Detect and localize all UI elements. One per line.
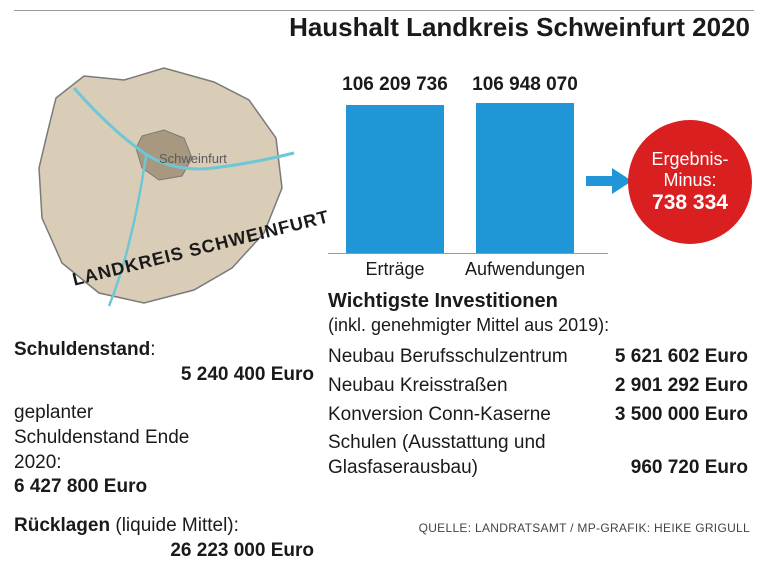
inv-row-1: Neubau Kreisstraßen 2 901 292 Euro (328, 374, 748, 399)
inv-amount: 960 720 Euro (631, 456, 748, 481)
investments-heading: Wichtigste Investitionen (328, 288, 748, 314)
city-label: Schweinfurt (159, 151, 227, 166)
planned-debt-label: geplanter Schuldenstand Ende 2020: (14, 401, 204, 475)
axis-line (328, 253, 608, 254)
investments-block: Wichtigste Investitionen (inkl. genehmig… (328, 288, 748, 485)
source-line: QUELLE: LANDRATSAMT / MP-GRAFIK: HEIKE G… (419, 521, 750, 535)
inv-name: Neubau Berufsschulzentrum (328, 345, 568, 370)
district-map: Schweinfurt LANDKREIS SCHWEINFURT (14, 58, 314, 318)
investments-subheading: (inkl. genehmigter Mittel aus 2019): (328, 314, 748, 337)
bar-value-aufwendungen: 106 948 070 (450, 74, 600, 96)
inv-amount: 3 500 000 Euro (615, 403, 748, 428)
planned-debt-row: geplanter Schuldenstand Ende 2020: 6 427… (14, 401, 314, 500)
reserves-value: 26 223 000 Euro (14, 539, 314, 564)
page-title: Haushalt Landkreis Schweinfurt 2020 (289, 12, 750, 43)
inv-name: Konversion Conn-Kaserne (328, 403, 551, 428)
bar-label-ertraege: Erträge (330, 259, 460, 280)
bar-label-aufwendungen: Aufwendungen (460, 259, 590, 280)
debt-label: Schuldenstand (14, 339, 150, 360)
inv-name: Neubau Kreisstraßen (328, 374, 508, 399)
reserves-row: Rücklagen (liquide Mittel): 26 223 000 E… (14, 514, 314, 563)
arrow-icon (586, 170, 632, 192)
map-svg (14, 58, 314, 318)
result-value: 738 334 (652, 191, 728, 215)
planned-debt-value: 6 427 800 Euro (14, 475, 147, 500)
bar-ertraege (346, 105, 444, 253)
result-line2: Minus: (663, 170, 716, 191)
finance-block: Schuldenstand: 5 240 400 Euro geplanter … (14, 338, 314, 578)
bar-aufwendungen (476, 103, 574, 253)
inv-amount: 5 621 602 Euro (615, 345, 748, 370)
inv-row-3: Schulen (Ausstattung und Glasfaserausbau… (328, 431, 748, 480)
result-circle: Ergebnis- Minus: 738 334 (628, 120, 752, 244)
inv-amount: 2 901 292 Euro (615, 374, 748, 399)
reserves-label: Rücklagen (14, 515, 110, 536)
reserves-paren: (liquide Mittel): (115, 515, 239, 536)
bar-value-ertraege: 106 209 736 (320, 74, 470, 96)
debt-row: Schuldenstand: 5 240 400 Euro (14, 338, 314, 387)
inv-row-2: Konversion Conn-Kaserne 3 500 000 Euro (328, 403, 748, 428)
bar-chart: 106 209 736 106 948 070 Erträge Aufwendu… (328, 58, 758, 278)
result-line1: Ergebnis- (651, 149, 728, 170)
debt-value: 5 240 400 Euro (14, 363, 314, 388)
inv-row-0: Neubau Berufsschulzentrum 5 621 602 Euro (328, 345, 748, 370)
top-rule (14, 10, 754, 11)
inv-name: Schulen (Ausstattung und Glasfaserausbau… (328, 431, 568, 480)
